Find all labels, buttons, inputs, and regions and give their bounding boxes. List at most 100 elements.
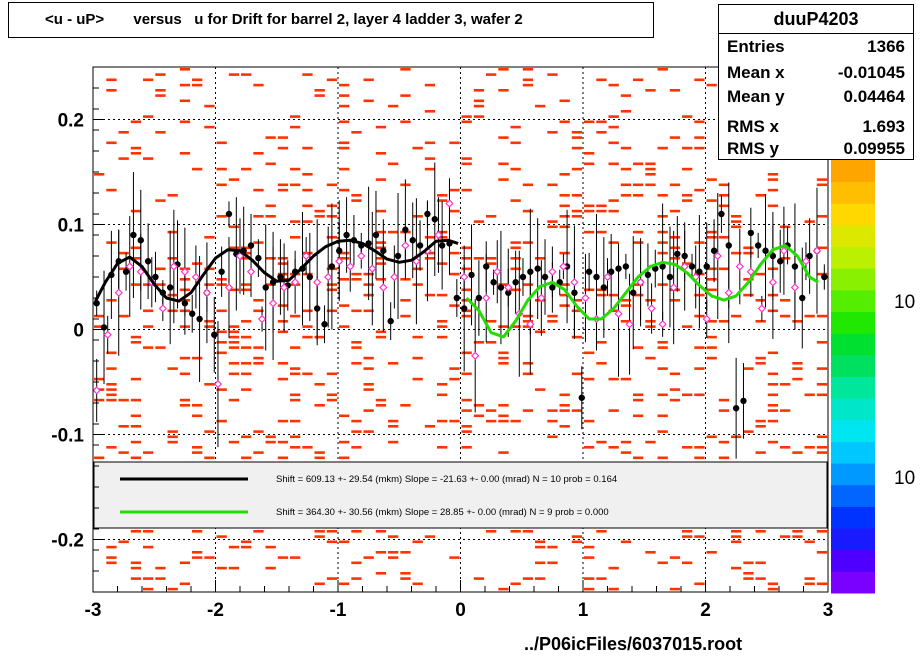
- background-cell: [424, 83, 436, 87]
- background-cell: [130, 425, 142, 428]
- background-cell: [584, 377, 595, 381]
- data-point: [600, 284, 608, 291]
- background-cell: [216, 566, 227, 570]
- background-cell: [584, 419, 595, 423]
- background-cell: [400, 94, 411, 97]
- background-cell: [767, 188, 779, 192]
- background-cell: [363, 430, 374, 433]
- data-point-diamond: [471, 351, 480, 360]
- data-point: [674, 250, 681, 258]
- stats-label: Mean x: [727, 63, 785, 82]
- background-cell: [682, 530, 693, 533]
- background-cell: [486, 419, 497, 423]
- background-cell: [326, 372, 338, 376]
- data-point-diamond: [125, 262, 134, 271]
- background-cell: [522, 325, 534, 328]
- background-cell: [694, 146, 705, 150]
- background-cell: [216, 535, 227, 538]
- background-cell: [547, 561, 558, 565]
- background-cell: [412, 146, 423, 150]
- data-point: [372, 231, 380, 239]
- background-cell: [816, 446, 828, 449]
- background-cell: [498, 451, 509, 454]
- background-cell: [130, 530, 142, 533]
- background-cell: [718, 183, 730, 187]
- background-cell: [657, 68, 668, 71]
- background-cell: [388, 104, 399, 108]
- background-cell: [584, 446, 595, 449]
- background-cell: [755, 419, 766, 423]
- data-point: [740, 397, 747, 405]
- background-cell: [351, 577, 362, 580]
- background-cell: [804, 446, 815, 449]
- background-cell: [388, 230, 399, 234]
- background-cell: [816, 314, 828, 318]
- background-cell: [767, 419, 779, 423]
- background-cell: [682, 561, 693, 565]
- data-point: [196, 315, 203, 323]
- background-cell: [620, 167, 632, 171]
- background-cell: [461, 351, 472, 355]
- background-cell: [816, 451, 828, 454]
- data-point-diamond: [290, 278, 300, 287]
- data-point: [416, 242, 424, 249]
- background-cell: [351, 419, 362, 423]
- background-cell: [449, 141, 460, 145]
- data-point: [703, 263, 710, 270]
- background-cell: [241, 545, 252, 549]
- background-cell: [326, 78, 338, 82]
- stats-row-rms-x: RMS x 1.693: [727, 117, 905, 141]
- background-cell: [780, 535, 791, 538]
- data-point: [527, 268, 534, 275]
- background-cell: [767, 587, 779, 591]
- background-cell: [510, 246, 521, 250]
- background-cell: [314, 94, 325, 97]
- background-cell: [424, 535, 436, 538]
- background-cell: [522, 209, 534, 213]
- background-cell: [694, 393, 705, 397]
- data-point-diamond: [669, 283, 678, 292]
- stats-row-mean-x: Mean x -0.01045: [727, 63, 905, 87]
- background-cell: [277, 556, 289, 559]
- background-cell: [94, 377, 105, 381]
- background-cell: [449, 251, 460, 255]
- background-cell: [657, 430, 668, 433]
- background-cell: [302, 251, 313, 255]
- background-cell: [461, 446, 472, 449]
- background-cell: [767, 178, 779, 181]
- background-cell: [179, 398, 191, 402]
- background-cell: [571, 136, 583, 139]
- background-cell: [326, 577, 338, 580]
- background-cell: [228, 73, 240, 76]
- data-point: [490, 279, 497, 286]
- palette-segment: [831, 160, 875, 183]
- background-cell: [718, 440, 730, 444]
- background-cell: [326, 530, 338, 533]
- background-cell: [718, 320, 730, 323]
- background-cell: [437, 320, 448, 323]
- background-cell: [461, 162, 472, 166]
- background-cell: [449, 556, 460, 559]
- background-cell: [302, 272, 313, 276]
- background-cell: [167, 230, 178, 234]
- background-cell: [339, 141, 350, 145]
- background-cell: [277, 257, 289, 260]
- background-cell: [155, 89, 166, 92]
- background-cell: [290, 346, 301, 349]
- palette-segment: [831, 376, 875, 399]
- background-cell: [645, 299, 656, 302]
- background-cell: [584, 556, 595, 559]
- background-cell: [731, 314, 742, 318]
- background-cell: [253, 83, 264, 87]
- background-cell: [179, 404, 191, 407]
- background-cell: [228, 362, 240, 365]
- data-point: [438, 242, 446, 249]
- background-cell: [314, 383, 325, 386]
- background-cell: [277, 183, 289, 187]
- background-cell: [351, 346, 362, 349]
- background-cell: [302, 204, 313, 208]
- background-cell: [731, 251, 742, 255]
- background-cell: [669, 236, 681, 239]
- background-cell: [277, 330, 289, 334]
- background-cell: [290, 367, 301, 370]
